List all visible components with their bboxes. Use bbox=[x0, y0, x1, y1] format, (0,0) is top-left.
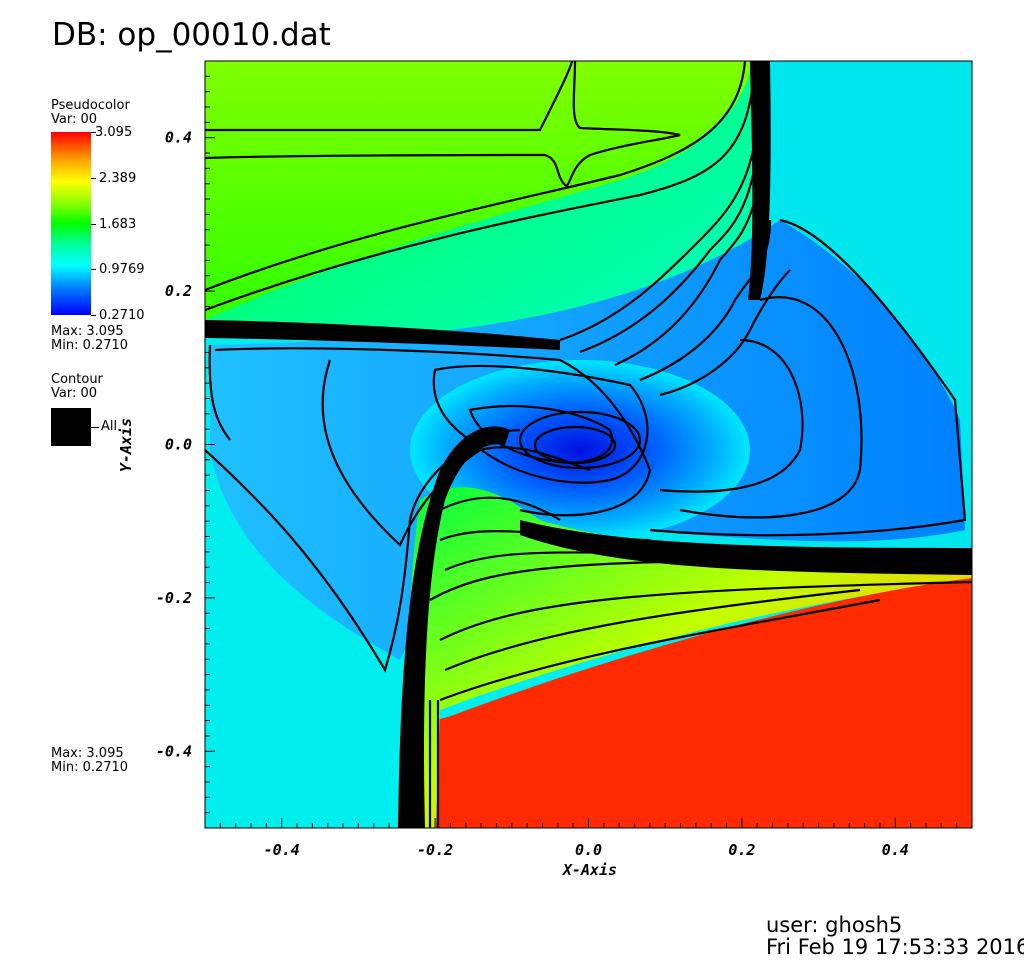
contour-legend-var: Var: 00 bbox=[51, 386, 98, 401]
colorbar-tick-label: 0.2710 bbox=[99, 308, 145, 323]
colorbar-tick-mark bbox=[91, 132, 96, 133]
pseudocolor-legend-title: Pseudocolor bbox=[51, 98, 130, 113]
pseudocolor-min: Min: 0.2710 bbox=[51, 338, 129, 353]
contour-legend-tick bbox=[91, 427, 99, 428]
render-date: Fri Feb 19 17:53:33 2016 bbox=[766, 935, 1024, 960]
colorbar-tick-label: 2.389 bbox=[99, 170, 137, 186]
red-zone bbox=[436, 578, 972, 828]
colorbar-tick-label: 0.9769 bbox=[99, 262, 145, 278]
colorbar-tick-mark bbox=[91, 269, 96, 271]
colorbar-tick-mark bbox=[91, 177, 96, 179]
x-tick-labels: -0.4 -0.2 0.0 0.2 0.4 bbox=[264, 841, 909, 859]
contour-legend-label: All bbox=[101, 419, 118, 434]
y-tick-label: 0.0 bbox=[165, 436, 192, 454]
pseudocolor-max: Max: 3.095 bbox=[51, 324, 124, 339]
x-tick-label: 0.4 bbox=[882, 841, 909, 859]
colorbar-tick-mark bbox=[91, 315, 96, 316]
pseudocolor-legend-var: Var: 00 bbox=[51, 112, 98, 127]
pseudocolor-colorbar bbox=[51, 132, 91, 315]
user-name: user: ghosh5 bbox=[766, 913, 903, 937]
colorbar-tick-label: 3.095 bbox=[95, 125, 133, 140]
y-tick-label: 0.4 bbox=[165, 129, 192, 147]
contour-legend-title: Contour bbox=[51, 372, 103, 387]
vertical-shock-band bbox=[398, 426, 510, 828]
contour-legend-swatch bbox=[51, 408, 91, 446]
y-tick-label: -0.4 bbox=[156, 742, 192, 760]
y-tick-label: 0.2 bbox=[165, 282, 192, 300]
x-tick-label: -0.4 bbox=[264, 841, 300, 859]
y-tick-label: -0.2 bbox=[156, 589, 192, 607]
colorbar-tick-mark bbox=[91, 223, 96, 225]
upper-left-shock-band bbox=[205, 320, 560, 350]
colorbar-tick-label: 1.683 bbox=[99, 216, 137, 232]
contour-lines bbox=[205, 61, 972, 828]
y-tick-labels: -0.4 -0.2 0.0 0.2 0.4 bbox=[156, 129, 192, 761]
horizontal-shock-band bbox=[520, 520, 972, 575]
x-tick-label: -0.2 bbox=[417, 841, 453, 859]
x-tick-label: 0.0 bbox=[575, 841, 602, 859]
bottom-max: Max: 3.095 bbox=[51, 746, 124, 761]
field bbox=[205, 61, 972, 828]
x-tick-label: 0.2 bbox=[728, 841, 755, 859]
user-info: user: ghosh5 Fri Feb 19 17:53:33 2016 bbox=[766, 914, 1024, 958]
x-axis-ticks bbox=[204, 818, 973, 828]
bottom-min: Min: 0.2710 bbox=[51, 760, 129, 775]
database-title: DB: op_00010.dat bbox=[52, 17, 331, 53]
y-axis-ticks bbox=[205, 60, 215, 829]
x-axis-title: X-Axis bbox=[561, 861, 617, 879]
y-axis-title: Y-Axis bbox=[117, 418, 135, 472]
